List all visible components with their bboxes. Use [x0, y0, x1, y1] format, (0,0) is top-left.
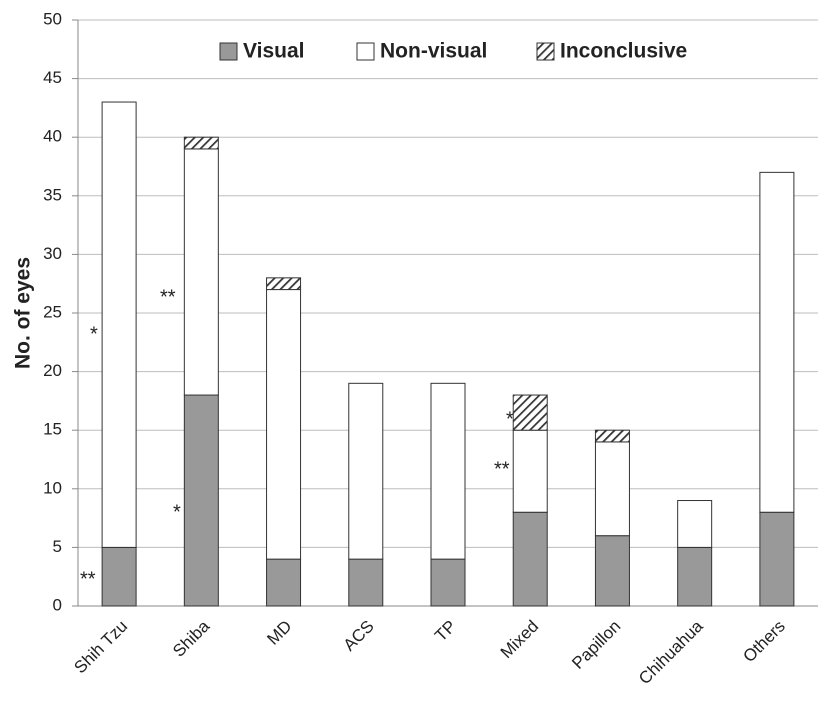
- annotation: *: [90, 323, 98, 345]
- x-tick-label: Mixed: [497, 617, 543, 663]
- bar-segment: [594, 441, 630, 537]
- bar-segment: [101, 101, 137, 548]
- y-axis-title: No. of eyes: [12, 257, 35, 369]
- legend-label: Inconclusive: [560, 40, 687, 63]
- x-tick-label: Shiba: [169, 616, 214, 661]
- y-tick-label: 45: [43, 68, 62, 87]
- bar-segment: [759, 171, 795, 513]
- bar-segment: [594, 429, 630, 443]
- x-tick-label: Shih Tzu: [70, 617, 131, 678]
- bar-segment: [183, 136, 219, 150]
- annotation: *: [173, 501, 181, 523]
- bar-segment: [183, 394, 219, 607]
- bar-segment: [512, 394, 548, 431]
- y-tick-label: 35: [43, 185, 62, 204]
- y-tick-label: 5: [53, 537, 62, 556]
- annotation: *: [506, 408, 514, 430]
- annotation: **: [80, 568, 96, 590]
- bar-segment: [101, 546, 137, 607]
- bar-segment: [266, 558, 302, 607]
- bar-segment: [430, 558, 466, 607]
- bar-segment: [348, 558, 384, 607]
- x-tick-label: ACS: [340, 617, 378, 655]
- bar-segment: [183, 148, 219, 396]
- legend-label: Non-visual: [380, 40, 487, 63]
- x-tick-label: Others: [739, 617, 789, 667]
- x-tick-label: TP: [431, 617, 460, 646]
- bar-segment: [677, 546, 713, 607]
- legend-swatch: [219, 42, 238, 61]
- x-tick-label: MD: [263, 617, 295, 649]
- bar-segment: [266, 277, 302, 291]
- bar-segment: [594, 535, 630, 607]
- bar-segment: [512, 511, 548, 607]
- y-tick-label: 50: [43, 9, 62, 28]
- y-tick-label: 10: [43, 478, 62, 497]
- annotation: **: [494, 458, 510, 480]
- legend-label: Visual: [243, 40, 304, 63]
- y-tick-label: 40: [43, 127, 62, 146]
- y-tick-label: 30: [43, 244, 62, 263]
- legend-swatch: [356, 42, 375, 61]
- y-tick-label: 0: [53, 595, 62, 614]
- y-tick-label: 15: [43, 420, 62, 439]
- bar-segment: [266, 289, 302, 560]
- bar-segment: [759, 511, 795, 607]
- legend-swatch: [536, 42, 555, 61]
- bar-segment: [512, 429, 548, 513]
- bar-segment: [430, 382, 466, 560]
- bar-segment: [677, 500, 713, 548]
- x-tick-label: Chihuahua: [635, 616, 707, 688]
- annotation: **: [160, 286, 176, 308]
- y-tick-label: 20: [43, 361, 62, 380]
- bar-segment: [348, 382, 384, 560]
- x-tick-label: Papillon: [568, 617, 624, 673]
- y-tick-label: 25: [43, 302, 62, 321]
